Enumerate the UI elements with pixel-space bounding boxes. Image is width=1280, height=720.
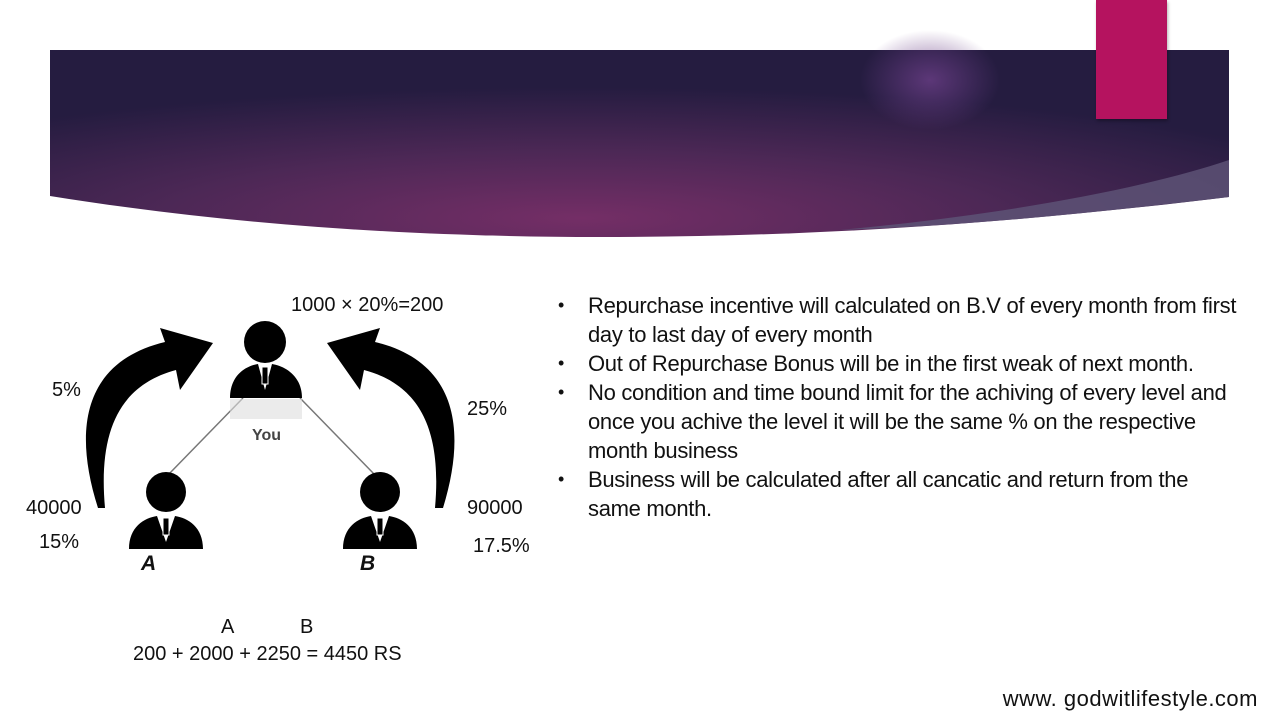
- bullet-item: No condition and time bound limit for th…: [556, 378, 1246, 465]
- person-a-icon: [129, 472, 203, 549]
- bullet-item: Business will be calculated after all ca…: [556, 465, 1246, 523]
- bullet-item: Out of Repurchase Bonus will be in the f…: [556, 349, 1246, 378]
- footer-url: www. godwitlifestyle.com: [1002, 686, 1258, 711]
- a-amount: 40000: [26, 497, 82, 519]
- sum-formula: 200 + 2000 + 2250 = 4450 RS: [133, 643, 402, 665]
- bullet-list: Repurchase incentive will calculated on …: [556, 291, 1246, 523]
- a-label: A: [141, 552, 157, 575]
- referral-diagram: [85, 321, 455, 549]
- b-percent: 17.5%: [473, 535, 530, 557]
- b-amount: 90000: [467, 497, 523, 519]
- top-formula: 1000 × 20%=200: [291, 294, 444, 316]
- sum-header-b: B: [300, 616, 314, 638]
- accent-tab: [1096, 0, 1167, 119]
- b-label: B: [360, 552, 376, 575]
- curved-arrow-left-icon: [85, 328, 213, 508]
- curved-arrow-right-icon: [327, 328, 455, 508]
- you-label: You: [252, 427, 282, 444]
- connector-line-b: [299, 397, 376, 476]
- a-percent: 15%: [39, 531, 80, 553]
- right-arrow-percent: 25%: [467, 398, 508, 420]
- left-arrow-percent: 5%: [52, 379, 81, 401]
- bullet-item: Repurchase incentive will calculated on …: [556, 291, 1246, 349]
- title-banner: [50, 30, 1229, 237]
- person-b-icon: [343, 472, 417, 549]
- person-you-icon: [230, 321, 302, 419]
- sum-header-a: A: [221, 616, 235, 638]
